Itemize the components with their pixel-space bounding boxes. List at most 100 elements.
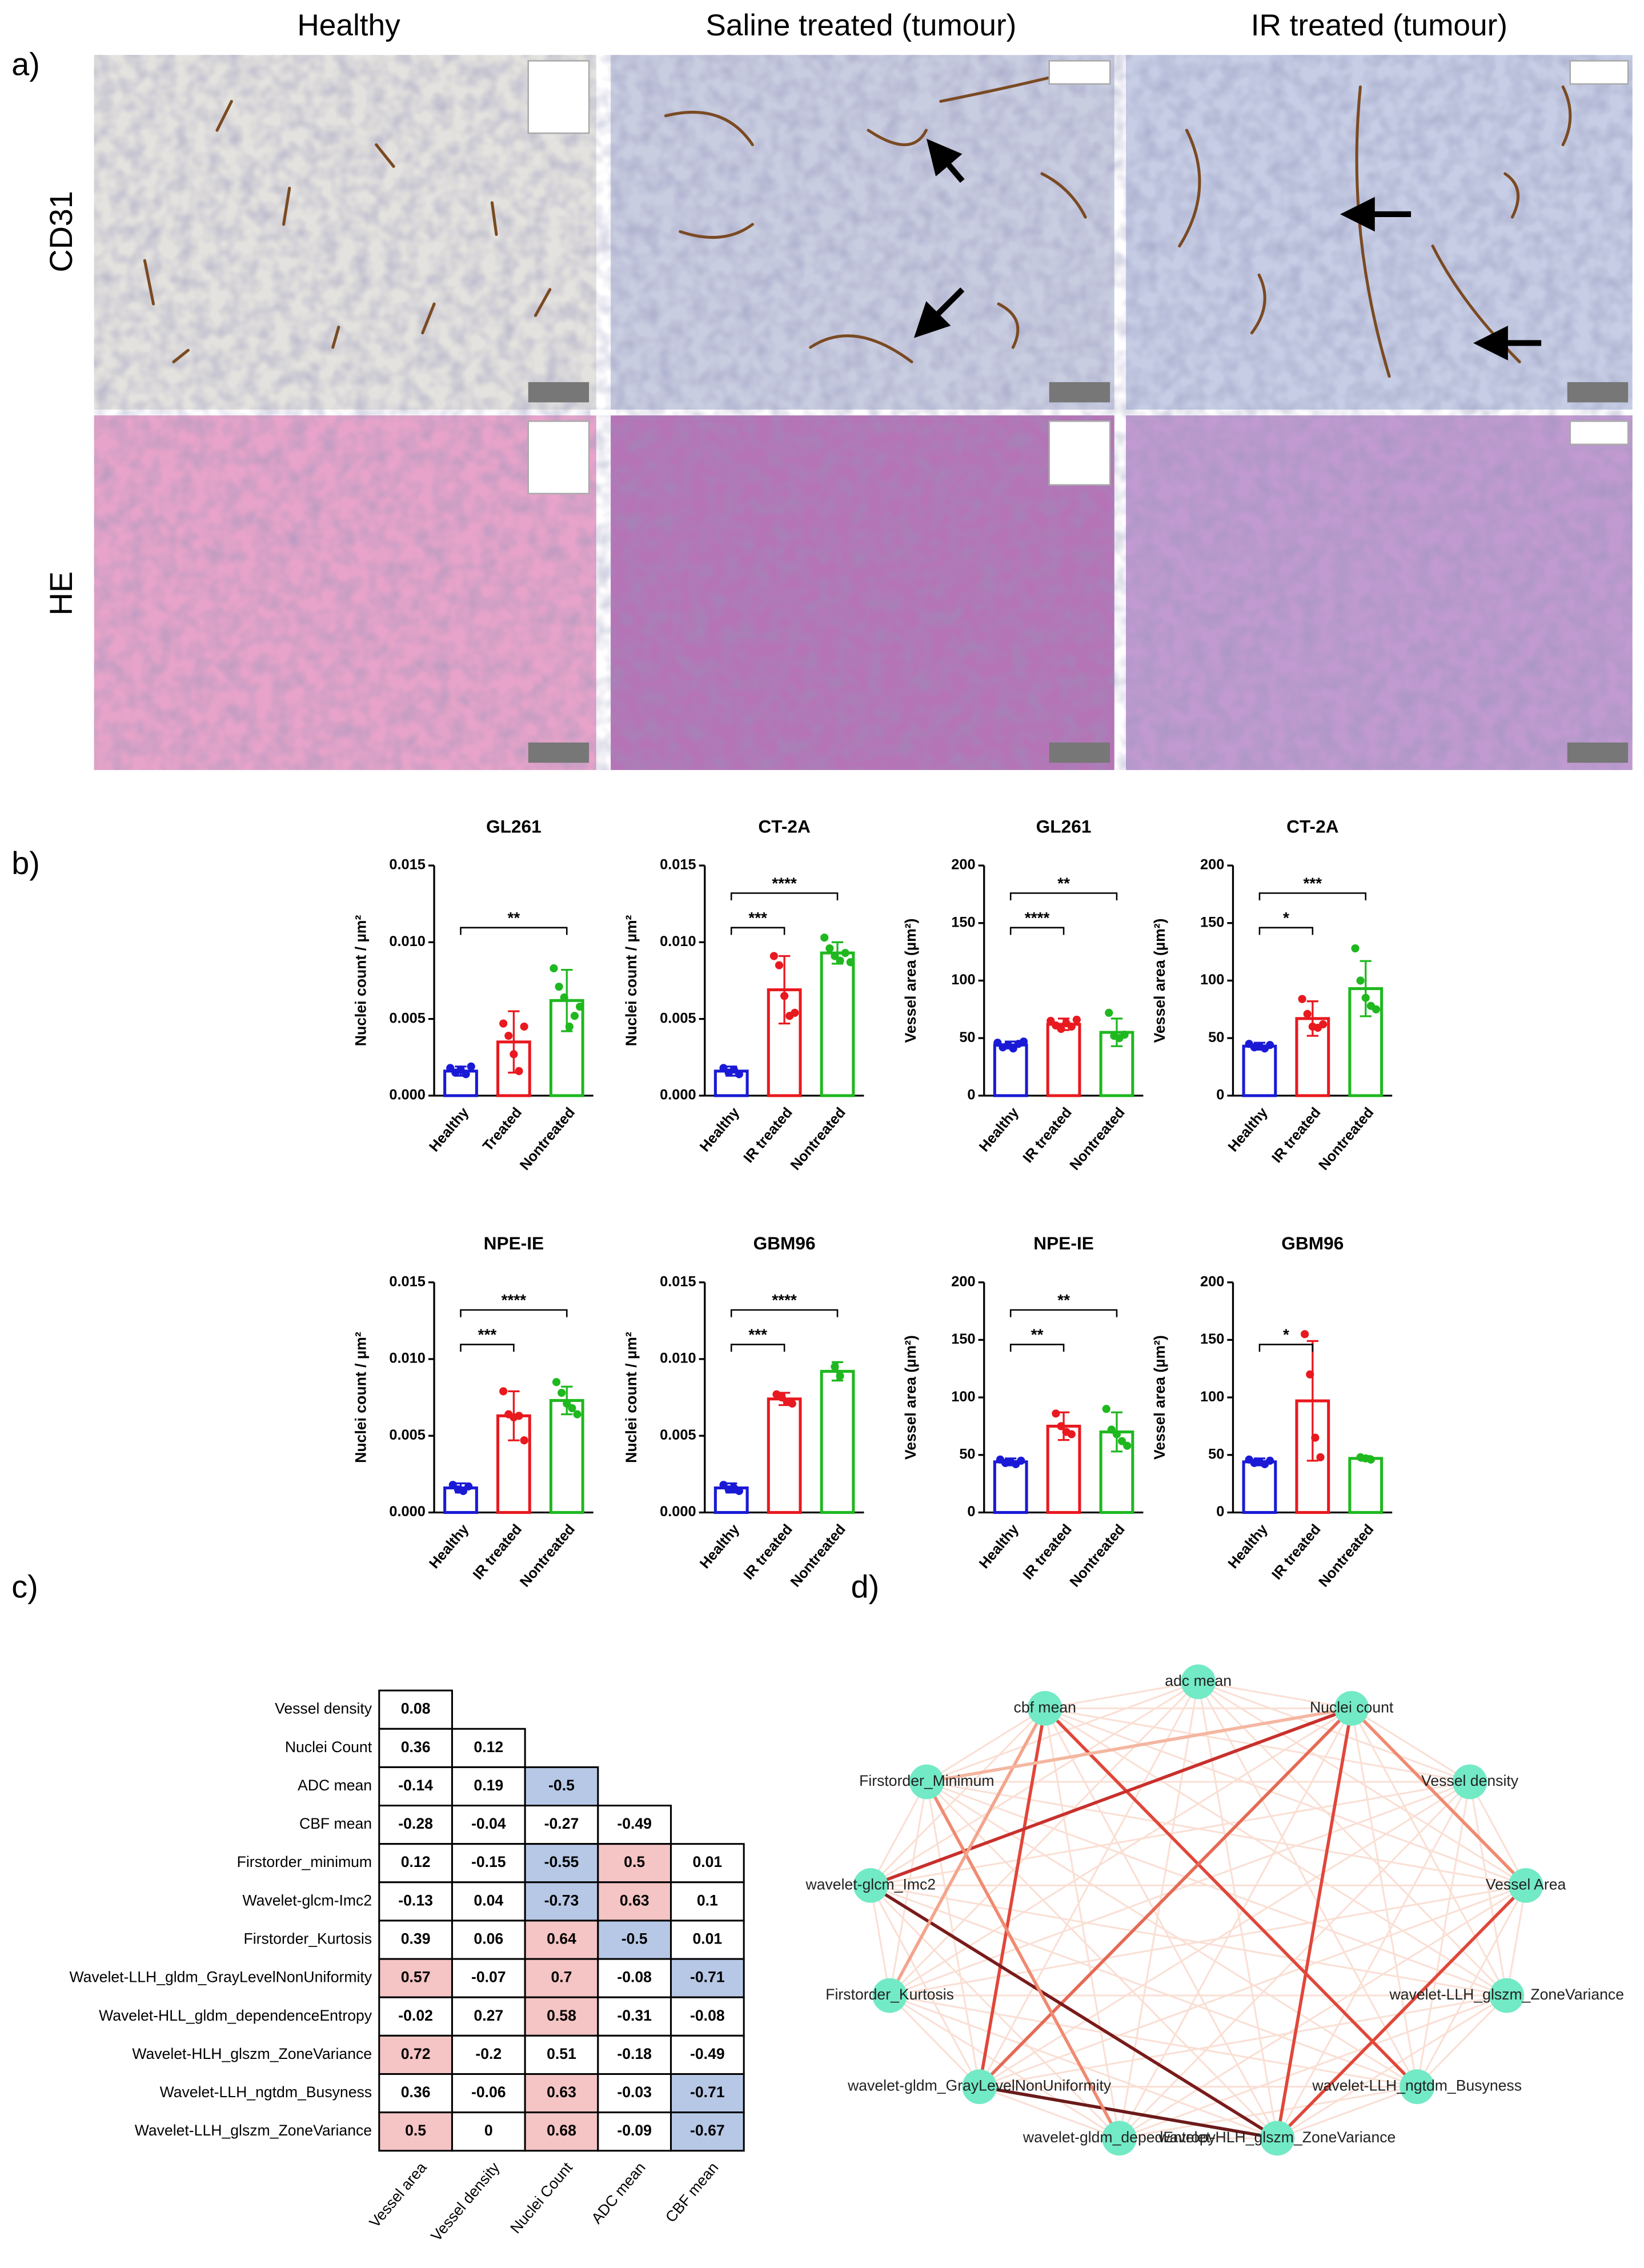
- row-label: Firstorder_Kurtosis: [243, 1930, 372, 1948]
- row-label: CBF mean: [299, 1815, 372, 1832]
- y-tick-label: 0.000: [660, 1087, 696, 1103]
- faint-edge: [1506, 1885, 1527, 1996]
- faint-edge: [1277, 1994, 1507, 2139]
- node-label: wavelet-HLH_glszm_ZoneVariance: [1158, 2129, 1396, 2146]
- y-axis-label: Nuclei count / µm²: [352, 1332, 369, 1463]
- row-label: ADC mean: [298, 1777, 372, 1794]
- edge: [926, 1706, 1352, 1784]
- cell-value: 0.19: [474, 1777, 503, 1794]
- scale-boxes: [528, 382, 1629, 763]
- data-point: [459, 1486, 468, 1495]
- y-tick-label: 100: [1200, 972, 1224, 988]
- y-tick-label: 200: [1200, 1273, 1224, 1289]
- data-point: [1019, 1037, 1028, 1046]
- y-tick-label: 0.010: [660, 933, 696, 949]
- bar: [1348, 1457, 1384, 1514]
- row-label: Wavelet-LLH_glszm_ZoneVariance: [135, 2122, 372, 2139]
- data-point: [831, 952, 839, 960]
- chart-title: CT-2A: [758, 816, 811, 837]
- cell-value: 0.01: [692, 1853, 722, 1870]
- y-tick-label: 0.010: [389, 1351, 425, 1367]
- significance-label: ***: [478, 1326, 497, 1344]
- y-tick-label: 100: [1200, 1389, 1224, 1405]
- data-point: [1017, 1456, 1025, 1465]
- data-point: [552, 1378, 561, 1387]
- x-tick-label: Nontreated: [1066, 1521, 1128, 1590]
- faint-edge: [926, 1781, 1507, 1997]
- y-axis-label: Vessel area (µm²): [1151, 1335, 1168, 1460]
- bar: [820, 951, 855, 1097]
- significance-bracket: [730, 927, 785, 935]
- cell-value: 0.5: [405, 2122, 426, 2139]
- edge: [1276, 1884, 1527, 2139]
- faint-edge: [1118, 1994, 1507, 2139]
- faint-edge: [871, 1884, 1507, 1997]
- node-label: wavelet-gldm_GrayLevelNonUniformity: [847, 2077, 1112, 2094]
- faint-edge: [889, 1994, 1278, 2139]
- column-label: Vessel area: [366, 2159, 430, 2231]
- chart-title: CT-2A: [1286, 816, 1339, 837]
- cell-value: -0.5: [548, 1777, 575, 1794]
- data-point: [520, 1022, 528, 1031]
- data-point: [719, 1064, 728, 1072]
- table-cell: [597, 1843, 672, 1884]
- data-point: [1266, 1456, 1274, 1465]
- error-bar: [778, 955, 791, 1025]
- data-point: [575, 1003, 584, 1011]
- faint-edge: [870, 1708, 1046, 1886]
- data-point: [1052, 1409, 1060, 1418]
- faint-edge: [1469, 1781, 1508, 1996]
- faint-edge: [979, 1994, 1507, 2088]
- data-point: [448, 1481, 457, 1489]
- cell-value: 0.08: [401, 1700, 431, 1717]
- significance-label: ****: [502, 1291, 527, 1309]
- cell-value: 0.27: [474, 2007, 503, 2024]
- row-label: Nuclei Count: [285, 1738, 372, 1756]
- y-tick-label: 0: [1216, 1504, 1224, 1520]
- data-point: [1366, 1455, 1375, 1464]
- significance-label: **: [1057, 875, 1070, 892]
- column-title: Saline treated (tumour): [705, 9, 1016, 42]
- significance-bracket: [1258, 892, 1367, 901]
- cell-value: -0.71: [690, 2083, 725, 2101]
- cell-value: -0.06: [471, 2083, 506, 2101]
- faint-edge: [979, 2086, 1120, 2139]
- data-point: [775, 961, 784, 969]
- data-point: [550, 964, 558, 973]
- node: [1508, 1868, 1543, 1903]
- table-cell: [451, 1958, 526, 1998]
- data-point: [570, 1012, 579, 1020]
- cell-value: -0.49: [690, 2045, 725, 2062]
- node: [1260, 2121, 1295, 2156]
- x-tick-label: IR treated: [470, 1521, 526, 1582]
- y-tick-label: 150: [951, 914, 975, 930]
- faint-edge: [1044, 1708, 1278, 2139]
- network-edges: [869, 1681, 1527, 2140]
- data-point: [563, 1399, 571, 1408]
- x-tick-label: Healthy: [976, 1521, 1022, 1572]
- chart-title: GBM96: [1281, 1233, 1344, 1253]
- table-cell: [524, 1766, 599, 1807]
- faint-edge: [1118, 1681, 1200, 2139]
- data-point: [520, 1436, 528, 1445]
- y-axis-label: Vessel area (µm²): [1151, 919, 1168, 1043]
- faint-edge: [1118, 1885, 1526, 2139]
- x-tick-label: IR treated: [740, 1521, 796, 1582]
- table-cell: [669, 1958, 745, 1998]
- cell-value: -0.71: [690, 1969, 725, 1986]
- significance-bracket: [1009, 927, 1065, 935]
- data-point: [456, 1065, 465, 1074]
- cell-value: -0.31: [617, 2007, 652, 2024]
- y-tick-label: 0.015: [660, 1273, 696, 1289]
- histology-images: [94, 55, 1633, 770]
- panel-label: a): [11, 46, 40, 82]
- faint-edge: [870, 1885, 1120, 2139]
- faint-edge: [1416, 1994, 1507, 2087]
- y-axis-label: Nuclei count / µm²: [623, 1332, 640, 1463]
- significance-bracket: [1258, 927, 1314, 935]
- node: [1334, 1690, 1369, 1726]
- cell-value: -0.03: [617, 2083, 652, 2101]
- column-title: Healthy: [297, 9, 400, 42]
- table-cell: [524, 1805, 599, 1845]
